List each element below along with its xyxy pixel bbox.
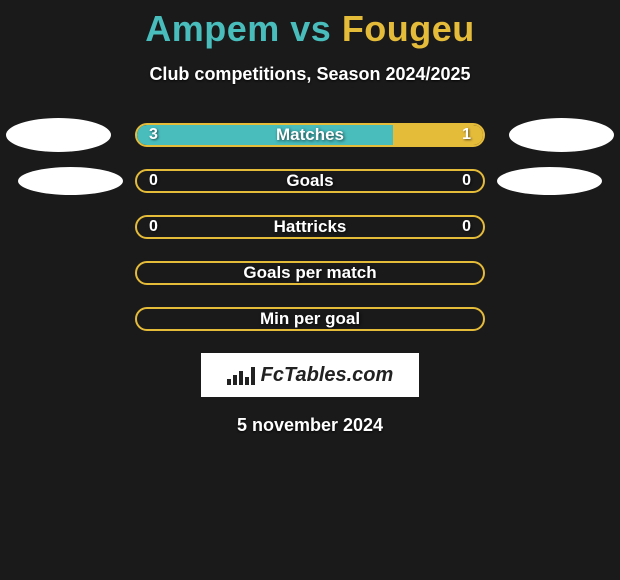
comparison-card: Ampem vs Fougeu Club competitions, Seaso…	[0, 0, 620, 580]
stat-label: Hattricks	[274, 217, 347, 237]
logo-bar-segment	[251, 367, 255, 385]
logo-bar-segment	[239, 371, 243, 385]
stat-value-left: 3	[149, 126, 158, 144]
player-right-name: Fougeu	[342, 8, 475, 49]
stat-bar: Goals per match	[135, 261, 485, 285]
vs-label: vs	[290, 8, 331, 49]
avatar-left	[6, 118, 111, 152]
stat-label: Matches	[276, 125, 344, 145]
stat-value-right: 0	[462, 218, 471, 236]
stat-bar: 3 1 Matches	[135, 123, 485, 147]
avatar-right	[497, 167, 602, 195]
stat-value-right: 0	[462, 172, 471, 190]
logo-bars-icon	[227, 365, 257, 385]
stat-value-left: 0	[149, 172, 158, 190]
stat-row: 3 1 Matches	[0, 123, 620, 147]
page-title: Ampem vs Fougeu	[0, 0, 620, 50]
logo-bar-segment	[227, 379, 231, 385]
subtitle: Club competitions, Season 2024/2025	[0, 64, 620, 85]
stat-row: Min per goal	[0, 307, 620, 331]
stat-value-left: 0	[149, 218, 158, 236]
stat-label: Goals	[286, 171, 333, 191]
stat-label: Min per goal	[260, 309, 360, 329]
stats-area: 3 1 Matches 0 0 Goals 0 0 Hattricks Goals per mat…	[0, 123, 620, 331]
stat-bar: 0 0 Hattricks	[135, 215, 485, 239]
avatar-left	[18, 167, 123, 195]
logo-label: FcTables.com	[261, 364, 394, 387]
logo-bar-segment	[233, 375, 237, 385]
logo-bar-segment	[245, 377, 249, 385]
player-left-name: Ampem	[145, 8, 280, 49]
stat-bar: 0 0 Goals	[135, 169, 485, 193]
bar-fill-left	[137, 125, 393, 145]
stat-value-right: 1	[462, 126, 471, 144]
stat-row: 0 0 Hattricks	[0, 215, 620, 239]
stat-row: 0 0 Goals	[0, 169, 620, 193]
date-text: 5 november 2024	[0, 415, 620, 436]
logo-box: FcTables.com	[201, 353, 419, 397]
avatar-right	[509, 118, 614, 152]
stat-label: Goals per match	[243, 263, 376, 283]
stat-bar: Min per goal	[135, 307, 485, 331]
site-logo: FcTables.com	[227, 364, 394, 387]
stat-row: Goals per match	[0, 261, 620, 285]
